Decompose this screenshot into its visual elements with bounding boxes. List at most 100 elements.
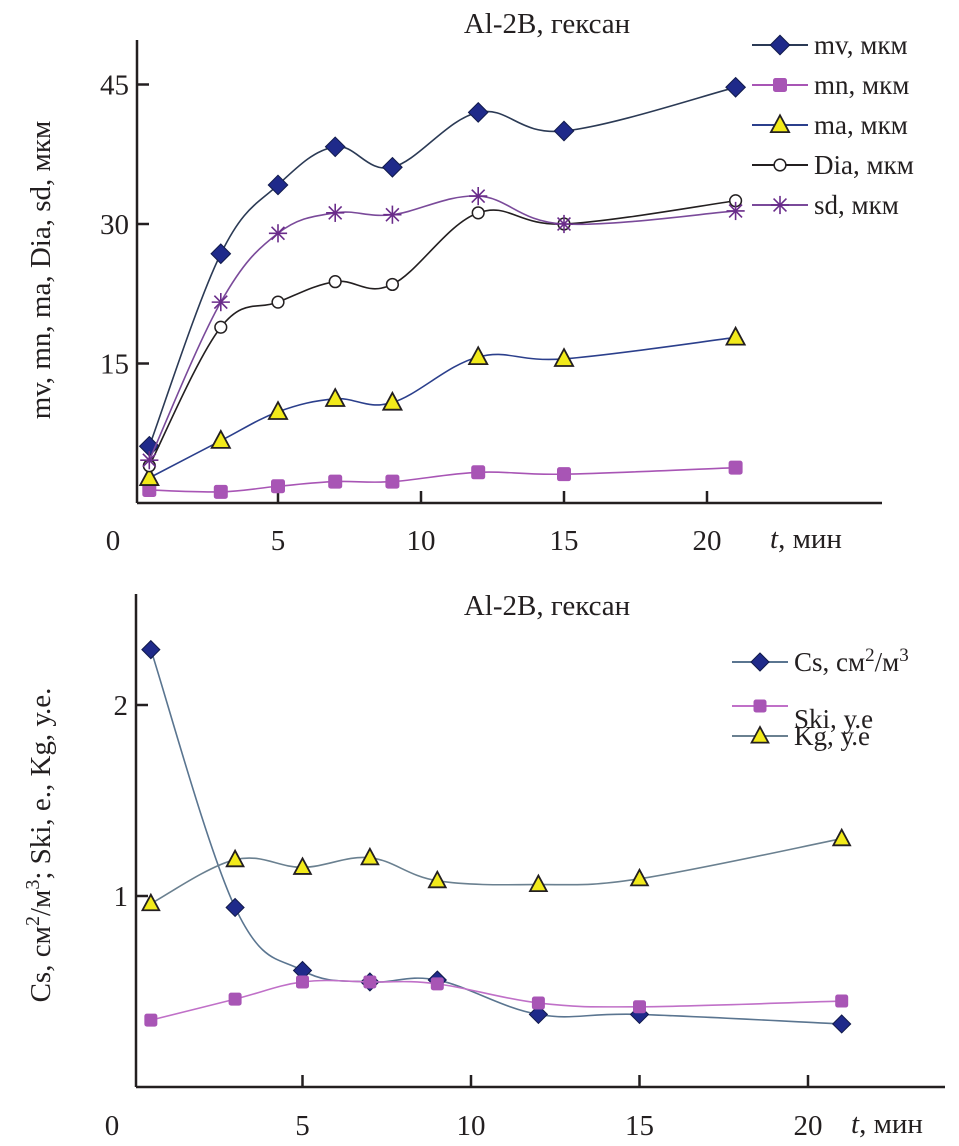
data-point-diamond bbox=[141, 639, 161, 660]
data-point-star bbox=[383, 205, 402, 224]
series-line bbox=[148, 195, 736, 461]
chart-bottom: Al-2B, гексан Cs, см2/м3; Ski, е., Kg, у… bbox=[22, 590, 945, 1142]
data-point-triangle bbox=[528, 873, 549, 893]
series-line bbox=[150, 837, 842, 905]
data-point-square bbox=[728, 460, 743, 475]
data-point-circle bbox=[328, 275, 342, 289]
data-point-triangle bbox=[467, 345, 489, 366]
chart-bottom-title: Al-2B, гексан bbox=[464, 590, 630, 622]
data-point-star bbox=[469, 187, 488, 206]
series-sd bbox=[140, 187, 745, 470]
data-point-diamond bbox=[267, 174, 289, 196]
legend-label: mn, мкм bbox=[814, 70, 909, 100]
legend-marker-square bbox=[753, 699, 767, 713]
data-point-diamond bbox=[725, 76, 747, 98]
data-point-star bbox=[554, 214, 574, 234]
data-point-diamond bbox=[225, 897, 245, 918]
legend-marker-diamond bbox=[750, 652, 770, 672]
x-tick-label: 0 bbox=[105, 1110, 120, 1142]
y-tick-label: 15 bbox=[100, 349, 129, 381]
data-point-square bbox=[835, 994, 849, 1008]
data-point-square bbox=[471, 465, 486, 480]
x-tick-label: 5 bbox=[295, 1110, 310, 1142]
series-line bbox=[149, 466, 736, 493]
chart-bottom-axes: 120 5 10 15 20 bbox=[105, 594, 945, 1142]
data-point-star bbox=[726, 201, 745, 221]
data-point-diamond bbox=[831, 1014, 852, 1034]
data-point-square bbox=[557, 467, 571, 482]
chart-bottom-series bbox=[140, 639, 852, 1034]
data-point-star bbox=[211, 293, 230, 312]
data-point-triangle bbox=[225, 848, 246, 868]
data-point-circle bbox=[214, 320, 228, 334]
y-tick-label: 2 bbox=[114, 690, 129, 722]
data-point-square bbox=[363, 975, 377, 989]
chart-top-x-axis-title: t, мин bbox=[770, 523, 842, 555]
x-tick-label: 10 bbox=[407, 525, 436, 557]
data-point-triangle bbox=[831, 827, 852, 847]
data-point-triangle bbox=[267, 400, 289, 420]
data-point-diamond bbox=[553, 120, 575, 142]
data-point-square bbox=[144, 1013, 158, 1027]
y-tick-label: 30 bbox=[100, 209, 129, 241]
data-point-star bbox=[268, 224, 288, 243]
data-point-square bbox=[271, 479, 285, 494]
data-point-diamond bbox=[324, 136, 346, 158]
series-mn bbox=[142, 460, 743, 499]
data-point-diamond bbox=[528, 1004, 549, 1025]
x-tick-label: 5 bbox=[271, 525, 286, 557]
legend-label: sd, мкм bbox=[814, 190, 899, 220]
data-point-circle bbox=[271, 295, 285, 309]
x-axis-title-var: t bbox=[770, 523, 779, 555]
chart-top: Al-2B, гексан mv, mn, ma, Dia, sd, мкм t… bbox=[25, 8, 914, 557]
data-point-triangle bbox=[359, 846, 380, 866]
legend-item: Cs, см2/м3 bbox=[732, 645, 909, 678]
data-point-star bbox=[326, 203, 345, 222]
data-point-triangle bbox=[140, 892, 161, 912]
data-point-triangle bbox=[553, 347, 575, 367]
legend-item: Dia, мкм bbox=[752, 150, 914, 180]
x-axis-title-unit: , мин bbox=[778, 523, 842, 555]
data-point-triangle bbox=[381, 390, 404, 411]
series-line bbox=[150, 979, 842, 1021]
data-point-diamond bbox=[381, 156, 403, 178]
data-point-square bbox=[228, 992, 242, 1006]
legend-item: mv, мкм bbox=[752, 30, 908, 60]
chart-top-axes: 15 30 45 0 5 10 15 20 bbox=[100, 40, 882, 557]
chart-top-y-axis-title: mv, mn, ma, Dia, sd, мкм bbox=[25, 121, 57, 420]
data-point-diamond bbox=[467, 101, 489, 123]
chart-top-series bbox=[138, 76, 747, 499]
legend-item: Kg, у.е bbox=[732, 721, 870, 751]
chart-top-title: Al-2B, гексан bbox=[464, 8, 630, 40]
x-axis-title-unit: , мин bbox=[859, 1108, 923, 1140]
legend-label: Cs, см2/м3 bbox=[794, 645, 909, 678]
data-point-square bbox=[213, 484, 228, 499]
y-tick-label: 1 bbox=[114, 881, 129, 913]
x-tick-label: 15 bbox=[550, 525, 579, 557]
series-cs bbox=[141, 639, 852, 1034]
legend-marker-triangle bbox=[769, 113, 791, 134]
legend-label: mv, мкм bbox=[814, 30, 908, 60]
series-kg bbox=[140, 827, 852, 912]
chart-bottom-legend: Cs, см2/м3 Ski, у.еKg, у.е bbox=[732, 645, 909, 751]
series-line bbox=[148, 199, 736, 467]
series-ski bbox=[144, 975, 849, 1027]
legend-marker-triangle bbox=[750, 725, 770, 744]
x-tick-label: 10 bbox=[457, 1110, 486, 1142]
legend-label: Ski, у.е bbox=[794, 704, 873, 734]
data-point-square bbox=[430, 977, 444, 991]
series-dia bbox=[142, 194, 743, 473]
data-point-square bbox=[633, 1000, 646, 1014]
x-tick-label: 20 bbox=[794, 1110, 823, 1142]
legend-item: mn, мкм bbox=[752, 70, 909, 100]
data-point-circle bbox=[471, 206, 485, 220]
data-point-triangle bbox=[292, 856, 313, 875]
data-point-circle bbox=[385, 277, 399, 292]
data-point-triangle bbox=[724, 325, 747, 346]
data-point-square bbox=[328, 474, 343, 489]
series-ma bbox=[138, 325, 747, 486]
chart-top-legend: mv, мкм mn, мкм ma, мкм Dia, мкм sd, мкм bbox=[752, 30, 914, 220]
chart-bottom-y-axis-title: Cs, см2/м3; Ski, е., Kg, у.е. bbox=[22, 688, 57, 1003]
y-tick-label: 45 bbox=[100, 70, 129, 102]
